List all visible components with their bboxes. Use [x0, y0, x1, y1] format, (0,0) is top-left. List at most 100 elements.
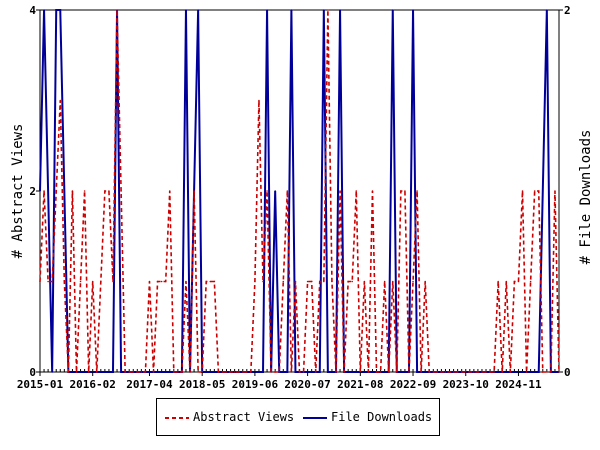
- series-file-downloads-point: [521, 371, 524, 373]
- series-abstract-views-point: [164, 280, 167, 283]
- series-abstract-views-point: [477, 371, 479, 373]
- series-file-downloads-point: [412, 9, 414, 11]
- series-abstract-views-point: [266, 190, 268, 192]
- series-abstract-views-point: [51, 280, 53, 283]
- x-axis-tick-labels: 2015-01 2016-02 2017-04 2018-05 2019-06 2020-…: [17, 372, 542, 391]
- series-abstract-views-point: [156, 280, 159, 283]
- y2-tick-label: 2: [564, 4, 571, 17]
- series-layer: [39, 9, 560, 373]
- series-abstract-views-point: [205, 280, 208, 283]
- series-abstract-views-point: [428, 371, 431, 373]
- series-abstract-views-point: [489, 371, 491, 373]
- series-abstract-views-point: [473, 371, 475, 373]
- series-abstract-views-point: [371, 190, 374, 192]
- series-abstract-views-point: [541, 371, 544, 373]
- series-abstract-views-point: [83, 190, 86, 192]
- series-abstract-views-point: [318, 280, 321, 283]
- series-abstract-views-point: [177, 371, 179, 373]
- series-file-downloads-point: [197, 9, 199, 11]
- series-abstract-views-point: [282, 280, 285, 283]
- x-tick-label: 2015-01: [17, 378, 64, 391]
- series-abstract-views-point: [493, 371, 495, 373]
- series-abstract-views-point: [237, 371, 240, 373]
- series-abstract-views-point: [39, 280, 41, 283]
- series-abstract-views-point: [128, 371, 131, 373]
- series-abstract-views-point: [554, 190, 556, 192]
- series-abstract-views-point: [189, 371, 191, 373]
- series-abstract-views-point: [136, 371, 139, 373]
- series-file-downloads-point: [347, 371, 349, 373]
- series-file-downloads-point: [554, 371, 556, 373]
- series-abstract-views-point: [197, 371, 199, 373]
- series-file-downloads-point: [310, 371, 313, 373]
- series-abstract-views-point: [396, 371, 398, 373]
- series-abstract-views-point: [448, 371, 451, 373]
- series-abstract-views-point: [168, 190, 171, 192]
- series-abstract-views-point: [375, 371, 378, 373]
- x-tick-label: 2020-07: [284, 378, 330, 391]
- series-abstract-views-point: [310, 280, 313, 283]
- series-abstract-views-point: [250, 371, 252, 373]
- series-abstract-views-point: [221, 371, 224, 373]
- x-tick-label: 2019-06: [232, 378, 279, 391]
- series-abstract-views-point: [444, 371, 447, 373]
- series-file-downloads-point: [168, 371, 171, 373]
- series-file-downloads-point: [266, 9, 268, 11]
- series-file-downloads-point: [112, 371, 114, 373]
- series-abstract-views-point: [152, 371, 155, 373]
- series-abstract-views-point: [43, 190, 45, 192]
- x-tick-label: 2018-05: [179, 378, 225, 391]
- y-axis-title: # Abstract Views: [10, 124, 26, 259]
- series-abstract-views-point: [148, 280, 151, 283]
- series-abstract-views-point: [108, 190, 110, 192]
- series-abstract-views-point: [116, 9, 118, 11]
- series-abstract-views-point: [270, 371, 272, 373]
- series-abstract-views-point: [440, 371, 443, 373]
- series-abstract-views-point: [436, 371, 439, 373]
- series-abstract-views-point: [47, 280, 49, 283]
- series-file-downloads-point: [331, 371, 333, 373]
- y-tick-label: 0: [29, 366, 36, 379]
- series-file-downloads-point: [185, 9, 187, 11]
- series-abstract-views-point: [225, 371, 228, 373]
- series-abstract-views-point: [95, 371, 98, 373]
- series-abstract-views-point: [379, 371, 382, 373]
- series-abstract-views-point: [404, 190, 406, 192]
- series-abstract-views-point: [217, 371, 220, 373]
- series-abstract-views-point: [213, 280, 216, 283]
- series-abstract-views-point: [298, 371, 301, 373]
- series-abstract-views-point: [387, 371, 390, 373]
- series-abstract-views-point: [355, 190, 358, 192]
- series-abstract-views-point: [363, 280, 366, 283]
- series-abstract-views-point: [233, 371, 236, 373]
- x-tick-label: 2021-08: [337, 378, 383, 391]
- series-file-downloads-point: [286, 371, 289, 373]
- series-abstract-views-point: [173, 371, 175, 373]
- series-file-downloads-point: [391, 9, 394, 11]
- y2-tick-label: 0: [564, 366, 571, 379]
- series-abstract-views-point: [460, 371, 463, 373]
- series-file-downloads-point: [294, 371, 297, 373]
- series-file-downloads-point: [404, 371, 406, 373]
- series-abstract-views-point: [55, 190, 58, 192]
- series-abstract-views-point: [306, 280, 309, 283]
- series-abstract-views-point: [517, 280, 520, 283]
- series-file-downloads-point: [400, 371, 402, 373]
- series-file-downloads-point: [59, 9, 62, 11]
- series-file-downloads-point: [383, 371, 386, 373]
- series-abstract-views-point: [71, 190, 74, 192]
- series-abstract-views-point: [468, 371, 471, 373]
- y2-axis-title: # File Downloads: [578, 130, 594, 265]
- series-file-downloads-point: [533, 371, 536, 373]
- legend: Abstract Views File Downloads: [156, 398, 440, 436]
- series-abstract-views-point: [286, 190, 289, 192]
- series-file-downloads-point: [100, 371, 102, 373]
- legend-label-abstract-views: Abstract Views: [193, 410, 295, 424]
- x-tick-label: 2022-09: [390, 378, 436, 391]
- series-file-downloads-point: [39, 190, 41, 192]
- series-file-downloads-point: [371, 371, 374, 373]
- series-abstract-views-point: [124, 371, 126, 373]
- series-abstract-views-point: [537, 190, 540, 192]
- series-abstract-views-point: [501, 371, 504, 373]
